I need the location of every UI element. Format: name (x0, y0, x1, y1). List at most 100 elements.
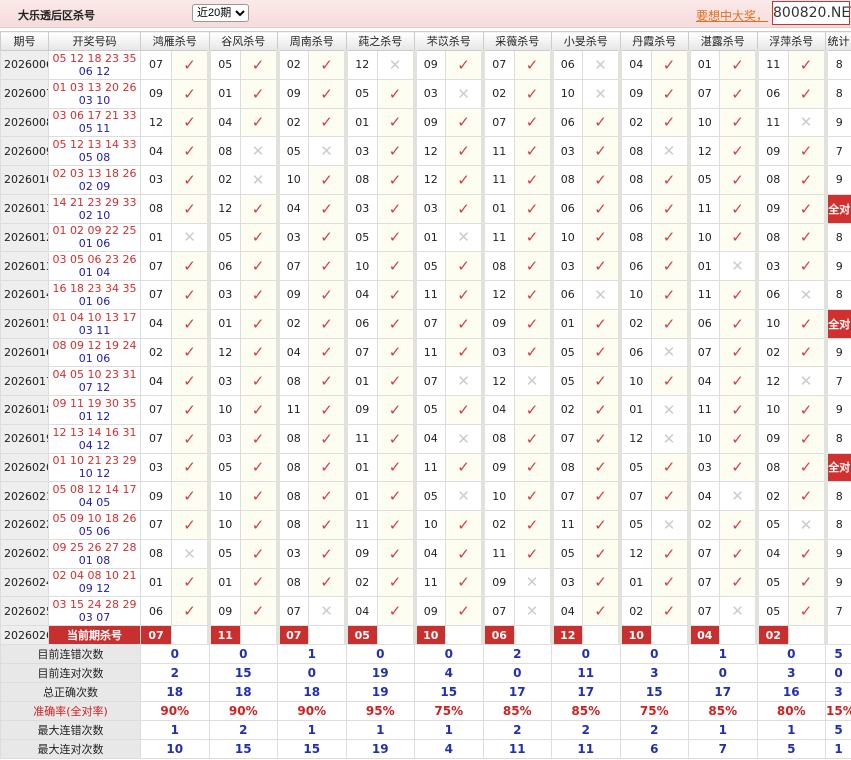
check-icon: ✓ (719, 510, 759, 540)
kill-number: 02 (482, 510, 515, 540)
kill-number: 10 (208, 510, 241, 540)
current-kill-number: 02 (756, 625, 789, 645)
period-select[interactable]: 近20期 (192, 4, 249, 22)
kill-number: 07 (414, 308, 446, 339)
check-icon: ✓ (376, 510, 417, 540)
promo-link[interactable]: 要想中大奖， (696, 9, 769, 23)
kill-number: 04 (414, 538, 446, 569)
column-header[interactable]: 期号 (0, 31, 49, 51)
check-icon: ✓ (513, 452, 554, 483)
check-icon: ✓ (239, 337, 280, 368)
red-balls: 09 25 26 27 28 (52, 540, 137, 554)
stats-value: 17 (482, 682, 552, 702)
kill-number: 09 (619, 78, 652, 109)
kill-number: 08 (551, 452, 583, 483)
cross-icon: ✕ (582, 280, 622, 310)
kill-number: 02 (619, 107, 652, 138)
check-icon: ✓ (376, 423, 417, 454)
table-row: 2026008 03 06 17 21 33 05 11 12 ✓ 04 ✓ 02 ✓ 01 ✓ 09… (0, 107, 851, 138)
cross-icon: ✕ (650, 136, 691, 166)
column-header[interactable]: 莼之杀号 (345, 31, 415, 51)
stats-value: 7 (688, 739, 758, 759)
stats-value: 1 (414, 720, 484, 740)
red-balls: 08 09 12 19 24 (52, 339, 137, 353)
draw-numbers: 14 21 23 29 33 02 10 (48, 193, 141, 224)
kill-number: 11 (756, 50, 789, 80)
column-header[interactable]: 开奖号码 (48, 31, 141, 51)
current-label: 当前期杀号 (48, 625, 141, 645)
check-icon: ✓ (787, 395, 828, 425)
kill-number: 08 (756, 452, 789, 483)
kill-number: 06 (619, 337, 652, 368)
column-header[interactable]: 小旻杀号 (551, 31, 621, 51)
kill-number: 07 (140, 395, 172, 425)
kill-number: 06 (208, 251, 241, 281)
kill-number: 07 (551, 423, 583, 454)
kill-number: 12 (345, 50, 378, 80)
kill-number: 09 (277, 78, 309, 109)
stats-row: 目前连对次数 2 15 0 19 4 0 11 3 0 3 0 (0, 663, 851, 683)
check-icon: ✓ (239, 308, 280, 339)
stats-value: 1 (277, 644, 347, 664)
stat-cell: 9 (825, 165, 851, 195)
draw-numbers: 03 05 06 23 26 01 04 (48, 251, 141, 281)
kill-number: 08 (140, 538, 172, 569)
site-logo[interactable]: 800820.NET (772, 1, 851, 25)
kill-number: 01 (482, 193, 515, 224)
stats-row: 总正确次数 18 18 18 19 15 17 17 15 17 16 3 (0, 682, 851, 702)
kill-number: 05 (688, 165, 720, 195)
kill-number: 07 (482, 107, 515, 138)
empty-cell (650, 625, 691, 645)
stats-value: 0 (482, 663, 552, 683)
stats-row: 最大连对次数 10 15 15 19 4 11 11 6 7 5 1 (0, 739, 851, 759)
period-cell: 2026010 (0, 165, 49, 195)
stats-value: 85% (482, 701, 552, 721)
column-header[interactable]: 采薇杀号 (482, 31, 552, 51)
blue-balls: 02 09 (78, 179, 111, 193)
column-header[interactable]: 湛露杀号 (688, 31, 758, 51)
cross-icon: ✕ (787, 107, 828, 138)
check-icon: ✓ (376, 337, 417, 368)
kill-number: 01 (688, 251, 720, 281)
column-header[interactable]: 丹霞杀号 (619, 31, 689, 51)
cross-icon: ✕ (513, 567, 554, 598)
kill-number: 03 (277, 538, 309, 569)
table-row: 2026013 03 05 06 23 26 01 04 07 ✓ 06 ✓ 07 ✓ 10 ✓ 05… (0, 251, 851, 281)
current-kill-number: 04 (688, 625, 720, 645)
kill-number: 04 (345, 596, 378, 626)
kill-number: 08 (756, 222, 789, 253)
check-icon: ✓ (787, 308, 828, 339)
cross-icon: ✕ (787, 280, 828, 310)
check-icon: ✓ (719, 78, 759, 109)
column-header[interactable]: 浮萍杀号 (756, 31, 826, 51)
check-icon: ✓ (239, 366, 280, 396)
blue-balls: 04 12 (78, 438, 111, 452)
check-icon: ✓ (513, 78, 554, 109)
check-icon: ✓ (376, 78, 417, 109)
check-icon: ✓ (787, 78, 828, 109)
column-header[interactable]: 周南杀号 (277, 31, 347, 51)
column-header[interactable]: 谷风杀号 (208, 31, 278, 51)
check-icon: ✓ (171, 423, 211, 454)
check-icon: ✓ (719, 107, 759, 138)
kill-number: 05 (619, 510, 652, 540)
check-icon: ✓ (308, 193, 348, 224)
blue-balls: 03 11 (78, 323, 111, 337)
cross-icon: ✕ (582, 78, 622, 109)
kill-number: 03 (140, 165, 172, 195)
kill-number: 08 (619, 222, 652, 253)
table-row: 2026018 09 11 19 30 35 01 12 07 ✓ 10 ✓ 11 ✓ 09 ✓ 05… (0, 395, 851, 425)
kill-number: 12 (619, 423, 652, 454)
column-header[interactable]: 统计 (825, 31, 851, 51)
stats-value: 15 (619, 682, 689, 702)
column-header[interactable]: 鸿雁杀号 (140, 31, 210, 51)
blue-balls: 02 10 (78, 208, 111, 222)
stats-value: 1 (345, 720, 415, 740)
stat-cell: 8 (825, 78, 851, 109)
kill-number: 10 (619, 280, 652, 310)
kill-number: 10 (619, 366, 652, 396)
stat-cell: 8 (825, 423, 851, 454)
check-icon: ✓ (239, 78, 280, 109)
column-header[interactable]: 芣苡杀号 (414, 31, 484, 51)
check-icon: ✓ (376, 165, 417, 195)
